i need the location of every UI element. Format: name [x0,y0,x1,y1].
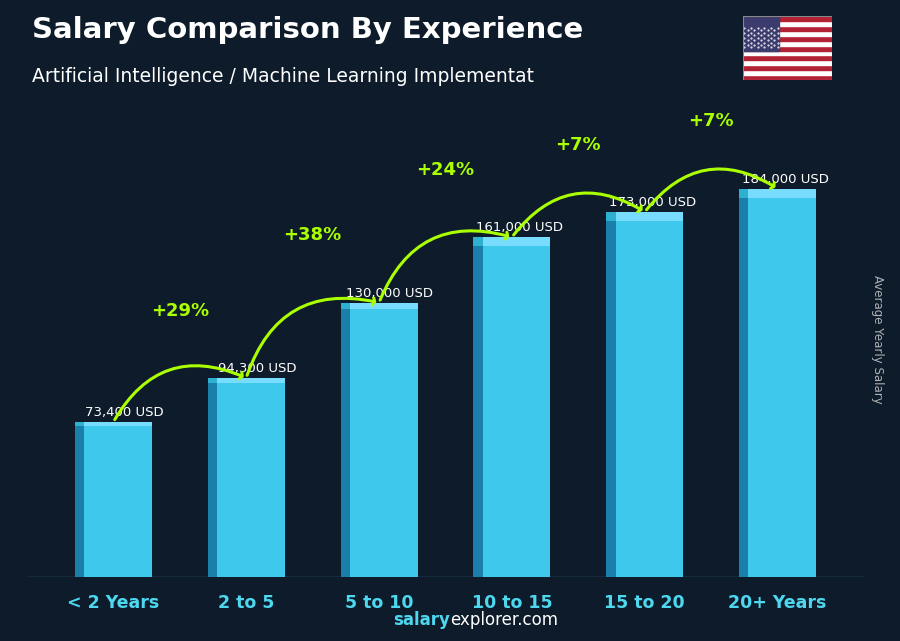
Bar [742,46,833,51]
Bar [340,303,350,577]
Bar [350,303,418,577]
Bar [742,56,833,60]
Bar [84,422,152,577]
Text: Artificial Intelligence / Machine Learning Implementat: Artificial Intelligence / Machine Learni… [32,67,534,87]
Bar [217,378,284,383]
Bar [208,378,217,577]
Bar [739,188,749,199]
Bar [739,188,749,577]
Text: 73,400 USD: 73,400 USD [85,406,163,419]
Text: 161,000 USD: 161,000 USD [476,221,563,234]
Text: explorer.com: explorer.com [450,612,558,629]
Bar [742,21,833,26]
Text: Average Yearly Salary: Average Yearly Salary [871,276,884,404]
Text: +7%: +7% [688,112,734,131]
Bar [742,16,778,51]
Text: +29%: +29% [150,302,209,320]
Bar [473,237,482,246]
Bar [742,60,833,65]
Text: 173,000 USD: 173,000 USD [609,196,697,209]
Bar [616,212,683,577]
Bar [75,422,84,577]
Bar [742,51,833,56]
Text: +38%: +38% [284,226,342,244]
Bar [75,422,84,426]
Bar [742,26,833,31]
Bar [742,65,833,71]
Bar [84,422,152,426]
Bar [340,303,350,310]
Text: +7%: +7% [555,136,601,154]
Bar [482,237,551,577]
Bar [217,378,284,577]
Bar [607,212,616,577]
Bar [742,16,833,21]
Bar [208,378,217,383]
Text: 130,000 USD: 130,000 USD [346,287,433,299]
Text: +24%: +24% [417,161,474,179]
Bar [742,31,833,36]
Bar [473,237,482,577]
Bar [607,212,616,221]
Text: 184,000 USD: 184,000 USD [742,172,829,186]
Bar [350,303,418,310]
Bar [482,237,551,246]
Bar [742,75,833,80]
Text: 94,300 USD: 94,300 USD [218,362,296,375]
Bar [616,212,683,221]
Bar [742,71,833,75]
Bar [749,188,816,199]
Bar [742,36,833,40]
Text: salary: salary [393,612,450,629]
Bar [742,40,833,46]
Text: Salary Comparison By Experience: Salary Comparison By Experience [32,16,583,44]
Bar [749,188,816,577]
